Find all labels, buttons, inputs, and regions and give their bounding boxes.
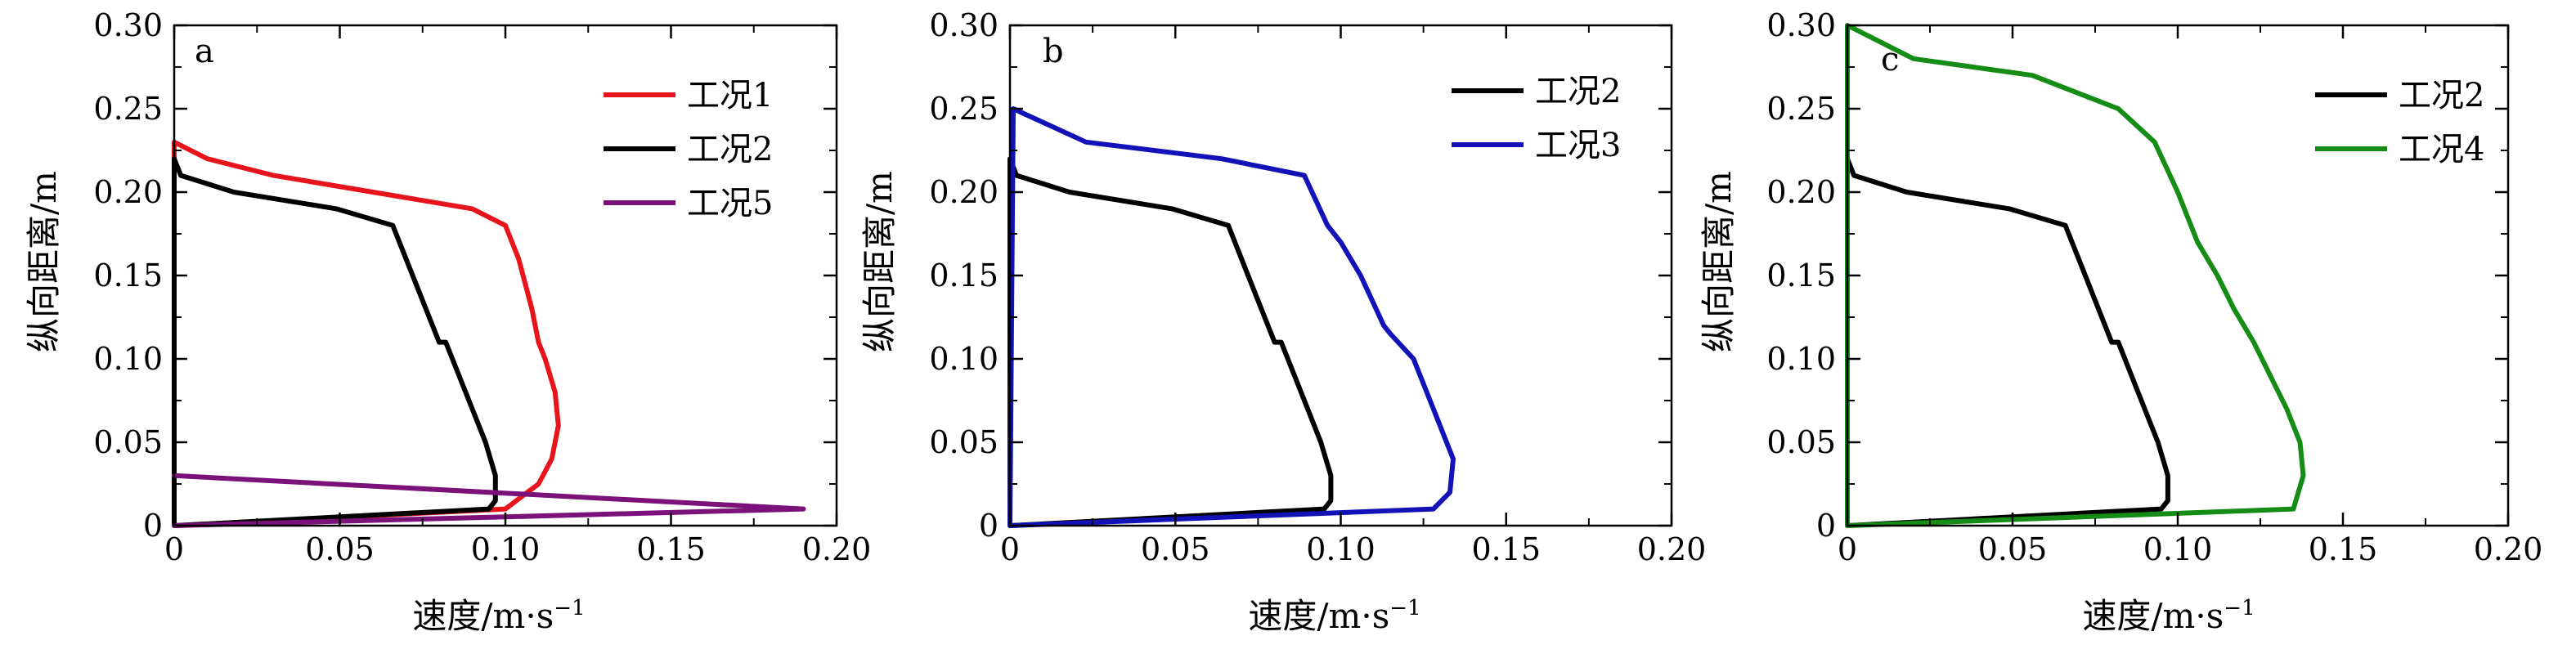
y-tick-label: 0.30 bbox=[929, 7, 999, 43]
y-tick-label: 0.15 bbox=[929, 258, 999, 293]
panel-c: 纵向距离/m 速度/m·s−1 c 0 0.05 0.10 0.15 0.2000.05… bbox=[1699, 7, 2542, 636]
y-tick-label: 0.10 bbox=[93, 341, 163, 377]
x-tick-label: 0.05 bbox=[1141, 531, 1210, 567]
legend-label-2: 工况3 bbox=[1535, 127, 1621, 164]
y-axis-label: 纵向距离/m bbox=[859, 171, 900, 352]
y-tick-label: 0.25 bbox=[929, 91, 999, 127]
x-axis-label: 速度/m·s−1 bbox=[1248, 596, 1420, 636]
panel-label: a bbox=[195, 33, 214, 70]
y-tick-label: 0 bbox=[1816, 508, 1836, 544]
x-tick-label: 0.05 bbox=[305, 531, 375, 567]
y-tick-label: 0.25 bbox=[93, 91, 163, 127]
y-tick-label: 0.15 bbox=[1766, 258, 1836, 293]
y-tick-label: 0.05 bbox=[1766, 424, 1836, 460]
legend-label-1: 工况2 bbox=[1535, 73, 1621, 110]
x-tick-label: 0 bbox=[164, 531, 184, 567]
x-axis-label: 速度/m·s−1 bbox=[412, 596, 585, 636]
y-tick-label: 0.20 bbox=[1766, 174, 1836, 210]
y-tick-label: 0.10 bbox=[1766, 341, 1836, 377]
y-axis-label: 纵向距离/m bbox=[24, 171, 64, 352]
x-axis-label: 速度/m·s−1 bbox=[2082, 596, 2255, 636]
x-tick-label: 0.10 bbox=[471, 531, 541, 567]
y-tick-label: 0.25 bbox=[1766, 91, 1836, 127]
y-tick-label: 0.05 bbox=[929, 424, 999, 460]
series-line-2 bbox=[1845, 23, 2306, 528]
panel-label: b bbox=[1043, 33, 1064, 70]
series-line-3 bbox=[172, 473, 806, 528]
y-tick-label: 0.20 bbox=[929, 174, 999, 210]
x-tick-label: 0.15 bbox=[636, 531, 706, 567]
x-tick-label: 0.10 bbox=[1306, 531, 1376, 567]
panel-a: 纵向距离/m 速度/m·s−1 a 0 0.05 0.10 0.15 0.20 0 0.05… bbox=[24, 7, 871, 636]
legend-label-1: 工况2 bbox=[2399, 77, 2484, 114]
x-tick-label: 0.05 bbox=[1978, 531, 2048, 567]
x-tick-label: 0.15 bbox=[1471, 531, 1541, 567]
y-tick-label: 0.30 bbox=[93, 7, 163, 43]
y-tick-label: 0.10 bbox=[929, 341, 999, 377]
series-line-1 bbox=[1845, 156, 2170, 528]
x-tick-label: 0.10 bbox=[2143, 531, 2213, 567]
y-tick-label: 0 bbox=[143, 508, 163, 544]
x-tick-label: 0.20 bbox=[1637, 531, 1707, 567]
y-tick-label: 0 bbox=[979, 508, 999, 544]
legend-label-1: 工况1 bbox=[687, 77, 773, 114]
series-line-1 bbox=[172, 139, 561, 528]
x-tick-label: 0 bbox=[1000, 531, 1020, 567]
panel-b: 纵向距离/m 速度/m·s−1 b 0 0.05 0.10 0.15 0.20 0 0.05… bbox=[859, 7, 1706, 636]
series-line-1 bbox=[1008, 156, 1334, 528]
x-tick-label: 0 bbox=[1838, 531, 1857, 567]
y-tick-label: 0.15 bbox=[93, 258, 163, 293]
x-tick-label: 0.20 bbox=[2474, 531, 2543, 567]
legend-label-2: 工况4 bbox=[2399, 131, 2484, 168]
series-line-2 bbox=[1008, 106, 1456, 528]
x-tick-label: 0.20 bbox=[802, 531, 872, 567]
y-axis-label: 纵向距离/m bbox=[1699, 171, 1739, 352]
y-tick-label: 0.20 bbox=[93, 174, 163, 210]
y-tick-label: 0.30 bbox=[1766, 7, 1836, 43]
y-tick-label: 0.05 bbox=[93, 424, 163, 460]
x-tick-label: 0.15 bbox=[2309, 531, 2378, 567]
legend-label-3: 工况5 bbox=[687, 185, 773, 222]
legend-label-2: 工况2 bbox=[687, 131, 773, 168]
series-line-2 bbox=[172, 156, 498, 528]
